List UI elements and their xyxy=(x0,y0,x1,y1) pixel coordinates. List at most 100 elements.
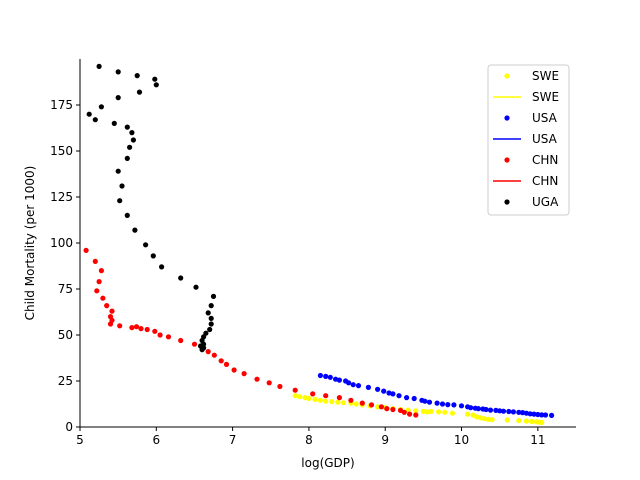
point-swe-35 xyxy=(523,418,530,424)
point-chn-2 xyxy=(98,268,104,274)
point-chn-31 xyxy=(292,387,298,393)
point-usa-0 xyxy=(317,372,323,379)
point-usa-30 xyxy=(483,406,489,413)
point-swe-19 xyxy=(413,408,419,414)
point-uga-28 xyxy=(205,310,211,316)
point-swe-32 xyxy=(489,417,495,423)
point-swe-3 xyxy=(306,395,312,402)
point-usa-11 xyxy=(381,388,387,394)
point-chn-33 xyxy=(323,393,329,399)
point-uga-4 xyxy=(153,82,159,88)
point-chn-36 xyxy=(359,400,365,406)
point-uga-17 xyxy=(119,183,125,189)
legend-item-swe-marker: SWE xyxy=(504,69,559,83)
series-uga xyxy=(86,63,217,353)
y-tick-label-175: 175 xyxy=(50,98,73,112)
point-usa-36 xyxy=(510,409,516,415)
point-chn-12 xyxy=(129,325,135,331)
legend-item-chn-line: CHN xyxy=(493,174,558,188)
legend-frame xyxy=(487,64,570,216)
x-tick-label-5: 5 xyxy=(76,433,84,447)
point-uga-23 xyxy=(159,264,165,270)
point-chn-22 xyxy=(205,349,211,355)
point-usa-18 xyxy=(422,398,428,404)
point-chn-37 xyxy=(368,402,375,408)
point-chn-26 xyxy=(231,367,237,373)
legend: SWE SWE USA USA CHN CHN UGA xyxy=(487,64,570,216)
point-uga-30 xyxy=(208,321,214,327)
point-usa-40 xyxy=(527,411,533,417)
legend-label: USA xyxy=(532,111,558,125)
point-chn-10 xyxy=(107,321,114,327)
y-axis-label: Child Mortality (per 1000) xyxy=(23,166,37,321)
point-chn-42 xyxy=(401,409,407,415)
point-usa-35 xyxy=(506,408,512,415)
point-swe-0 xyxy=(292,393,298,399)
legend-label: CHN xyxy=(532,153,558,167)
point-chn-25 xyxy=(223,361,230,367)
point-chn-35 xyxy=(348,397,354,403)
y-tick-label-75: 75 xyxy=(58,282,73,296)
point-usa-19 xyxy=(426,399,433,405)
point-swe-36 xyxy=(529,418,535,425)
point-chn-3 xyxy=(96,279,102,285)
series-chn xyxy=(83,247,419,418)
point-usa-23 xyxy=(451,402,457,408)
point-chn-15 xyxy=(144,326,150,333)
point-chn-6 xyxy=(104,303,110,309)
y-tick-label-25: 25 xyxy=(58,374,73,388)
point-uga-2 xyxy=(134,73,140,79)
x-tick-label-6: 6 xyxy=(152,433,160,447)
point-usa-37 xyxy=(516,409,522,415)
legend-marker xyxy=(504,73,510,79)
point-usa-4 xyxy=(336,377,342,383)
x-axis-label: log(GDP) xyxy=(301,456,354,470)
point-swe-8 xyxy=(335,399,341,405)
point-chn-34 xyxy=(336,395,342,401)
point-usa-13 xyxy=(390,391,396,397)
point-uga-9 xyxy=(92,117,98,123)
point-usa-24 xyxy=(458,403,465,409)
point-usa-15 xyxy=(404,395,410,401)
y-tick-label-100: 100 xyxy=(50,236,73,250)
point-swe-1 xyxy=(297,394,303,400)
point-swe-20 xyxy=(420,408,426,414)
point-uga-10 xyxy=(111,120,117,126)
point-usa-31 xyxy=(487,407,494,413)
point-usa-2 xyxy=(327,374,333,380)
point-usa-43 xyxy=(539,412,545,418)
legend-item-usa-marker: USA xyxy=(504,111,558,125)
point-uga-26 xyxy=(210,293,217,299)
series-swe xyxy=(292,393,545,425)
point-uga-20 xyxy=(132,227,138,233)
point-swe-31 xyxy=(485,416,491,422)
point-usa-10 xyxy=(375,386,381,392)
point-swe-24 xyxy=(442,409,448,415)
x-ticks: 5 6 7 8 9 10 11 xyxy=(76,427,545,447)
point-uga-11 xyxy=(124,124,130,130)
point-usa-8 xyxy=(355,383,362,389)
y-tick-label-0: 0 xyxy=(65,420,73,434)
point-usa-34 xyxy=(500,408,507,414)
point-chn-44 xyxy=(413,412,419,418)
point-chn-40 xyxy=(390,406,396,413)
point-usa-16 xyxy=(411,395,417,402)
legend-marker xyxy=(504,115,510,121)
point-chn-5 xyxy=(100,295,106,301)
point-swe-34 xyxy=(516,418,522,424)
point-swe-9 xyxy=(340,400,346,406)
point-swe-4 xyxy=(312,396,318,402)
point-swe-21 xyxy=(424,409,430,415)
point-uga-8 xyxy=(86,111,92,117)
point-chn-0 xyxy=(83,247,89,253)
x-tick-label-7: 7 xyxy=(229,433,237,447)
chart-marks xyxy=(83,63,555,425)
point-chn-17 xyxy=(157,332,163,338)
point-usa-44 xyxy=(542,412,549,418)
point-uga-21 xyxy=(143,242,149,248)
point-usa-33 xyxy=(497,408,503,414)
point-uga-25 xyxy=(193,284,199,290)
legend-marker xyxy=(504,157,510,163)
point-usa-9 xyxy=(365,384,371,390)
